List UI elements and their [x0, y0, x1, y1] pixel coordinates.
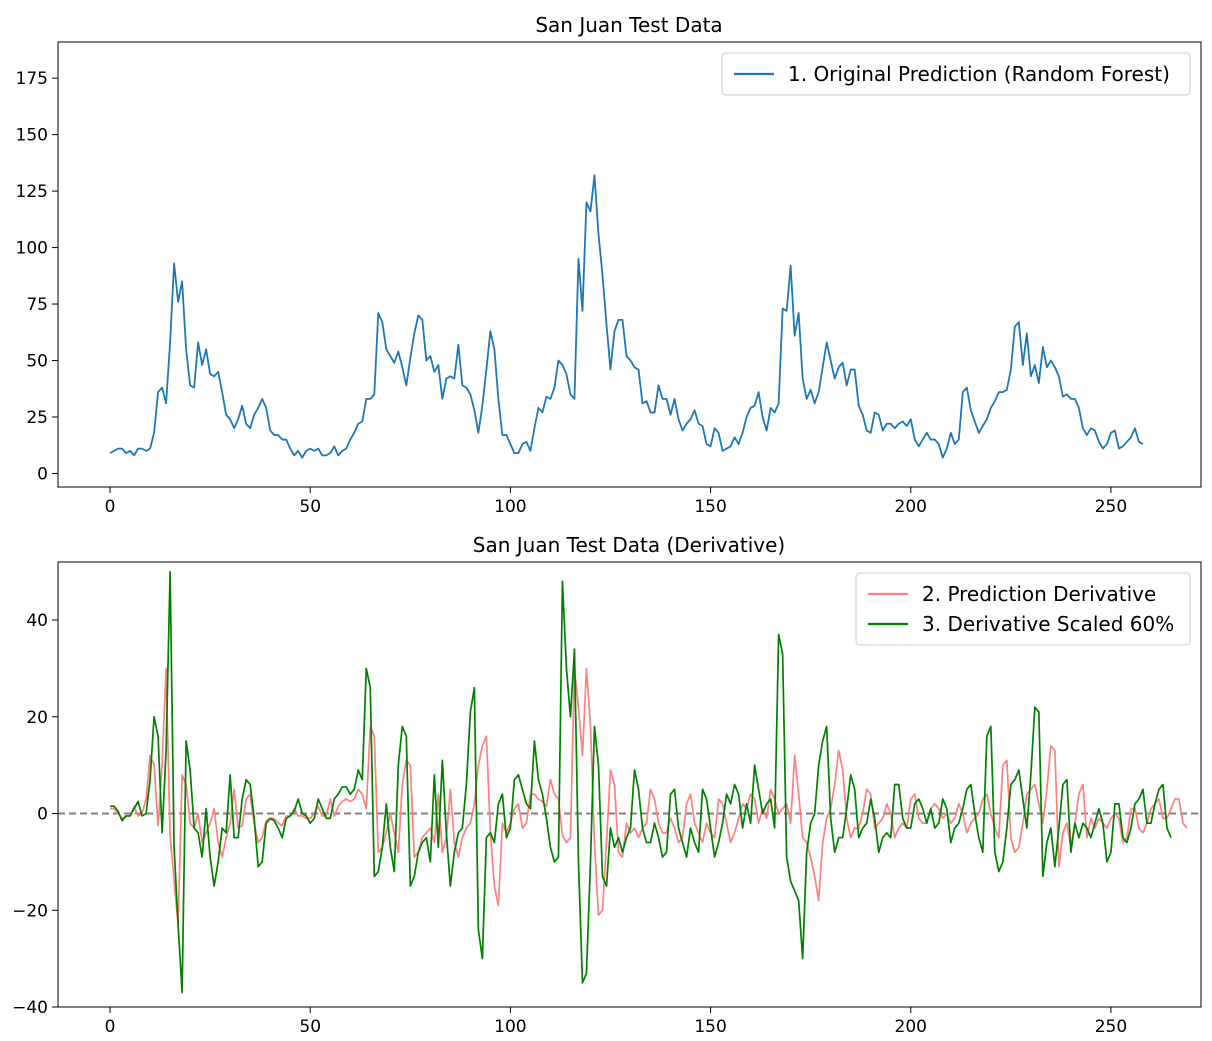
plot-marks	[58, 570, 1201, 994]
plot-frame	[57, 561, 1202, 1008]
y-tick-label: 50	[26, 352, 48, 372]
series-line-1	[110, 667, 1188, 926]
chart-top-original-prediction: San Juan Test Data 0 50 100 150 200 250 0 25 50 7…	[16, 13, 1202, 517]
x-tick-label: 50	[299, 1017, 321, 1037]
legend-box	[721, 52, 1191, 96]
series-line-2	[110, 570, 1172, 994]
legend: 2. Prediction Derivative 3. Derivative Sc…	[855, 572, 1191, 646]
plot-marks	[109, 174, 1144, 459]
x-tick-label: 0	[105, 497, 116, 517]
x-tick-label: 150	[694, 497, 726, 517]
x-tick-label: 200	[895, 1017, 927, 1037]
y-tick-label: 100	[16, 239, 48, 259]
x-tick-label: 100	[494, 497, 526, 517]
y-tick-label: −40	[12, 998, 48, 1018]
y-tick-label: 0	[37, 805, 48, 825]
y-tick-label: 0	[37, 464, 48, 484]
x-tick-label: 150	[694, 1017, 726, 1037]
chart-bottom-derivative: San Juan Test Data (Derivative) 0 50 100 15…	[12, 533, 1202, 1037]
y-tick-label: −20	[12, 901, 48, 921]
y-tick-label: 150	[16, 126, 48, 146]
y-tick-label: 175	[16, 69, 48, 89]
legend-label-1: 2. Prediction Derivative	[922, 582, 1156, 606]
chart-title: San Juan Test Data	[535, 13, 722, 37]
y-tick-label: 75	[26, 295, 48, 315]
chart-title: San Juan Test Data (Derivative)	[473, 533, 785, 557]
series-line-1	[109, 174, 1144, 459]
x-tick-label: 50	[299, 497, 321, 517]
axis-ticks: 0 50 100 150 200 250 0 25 50 75 100 125 150 175	[16, 69, 1128, 517]
x-tick-label: 250	[1095, 1017, 1127, 1037]
y-tick-label: 20	[26, 708, 48, 728]
x-tick-label: 100	[494, 1017, 526, 1037]
legend-label-2: 3. Derivative Scaled 60%	[922, 612, 1174, 636]
legend-box	[855, 572, 1191, 646]
x-tick-label: 250	[1095, 497, 1127, 517]
x-tick-label: 200	[895, 497, 927, 517]
axis-ticks: 0 50 100 150 200 250 −40 −20 0 20 40	[12, 611, 1127, 1037]
y-tick-label: 40	[26, 611, 48, 631]
y-tick-label: 125	[16, 182, 48, 202]
legend: 1. Original Prediction (Random Forest)	[721, 52, 1191, 96]
plot-frame	[57, 41, 1202, 488]
legend-label-1: 1. Original Prediction (Random Forest)	[788, 62, 1170, 86]
y-tick-label: 25	[26, 408, 48, 428]
x-tick-label: 0	[105, 1017, 116, 1037]
